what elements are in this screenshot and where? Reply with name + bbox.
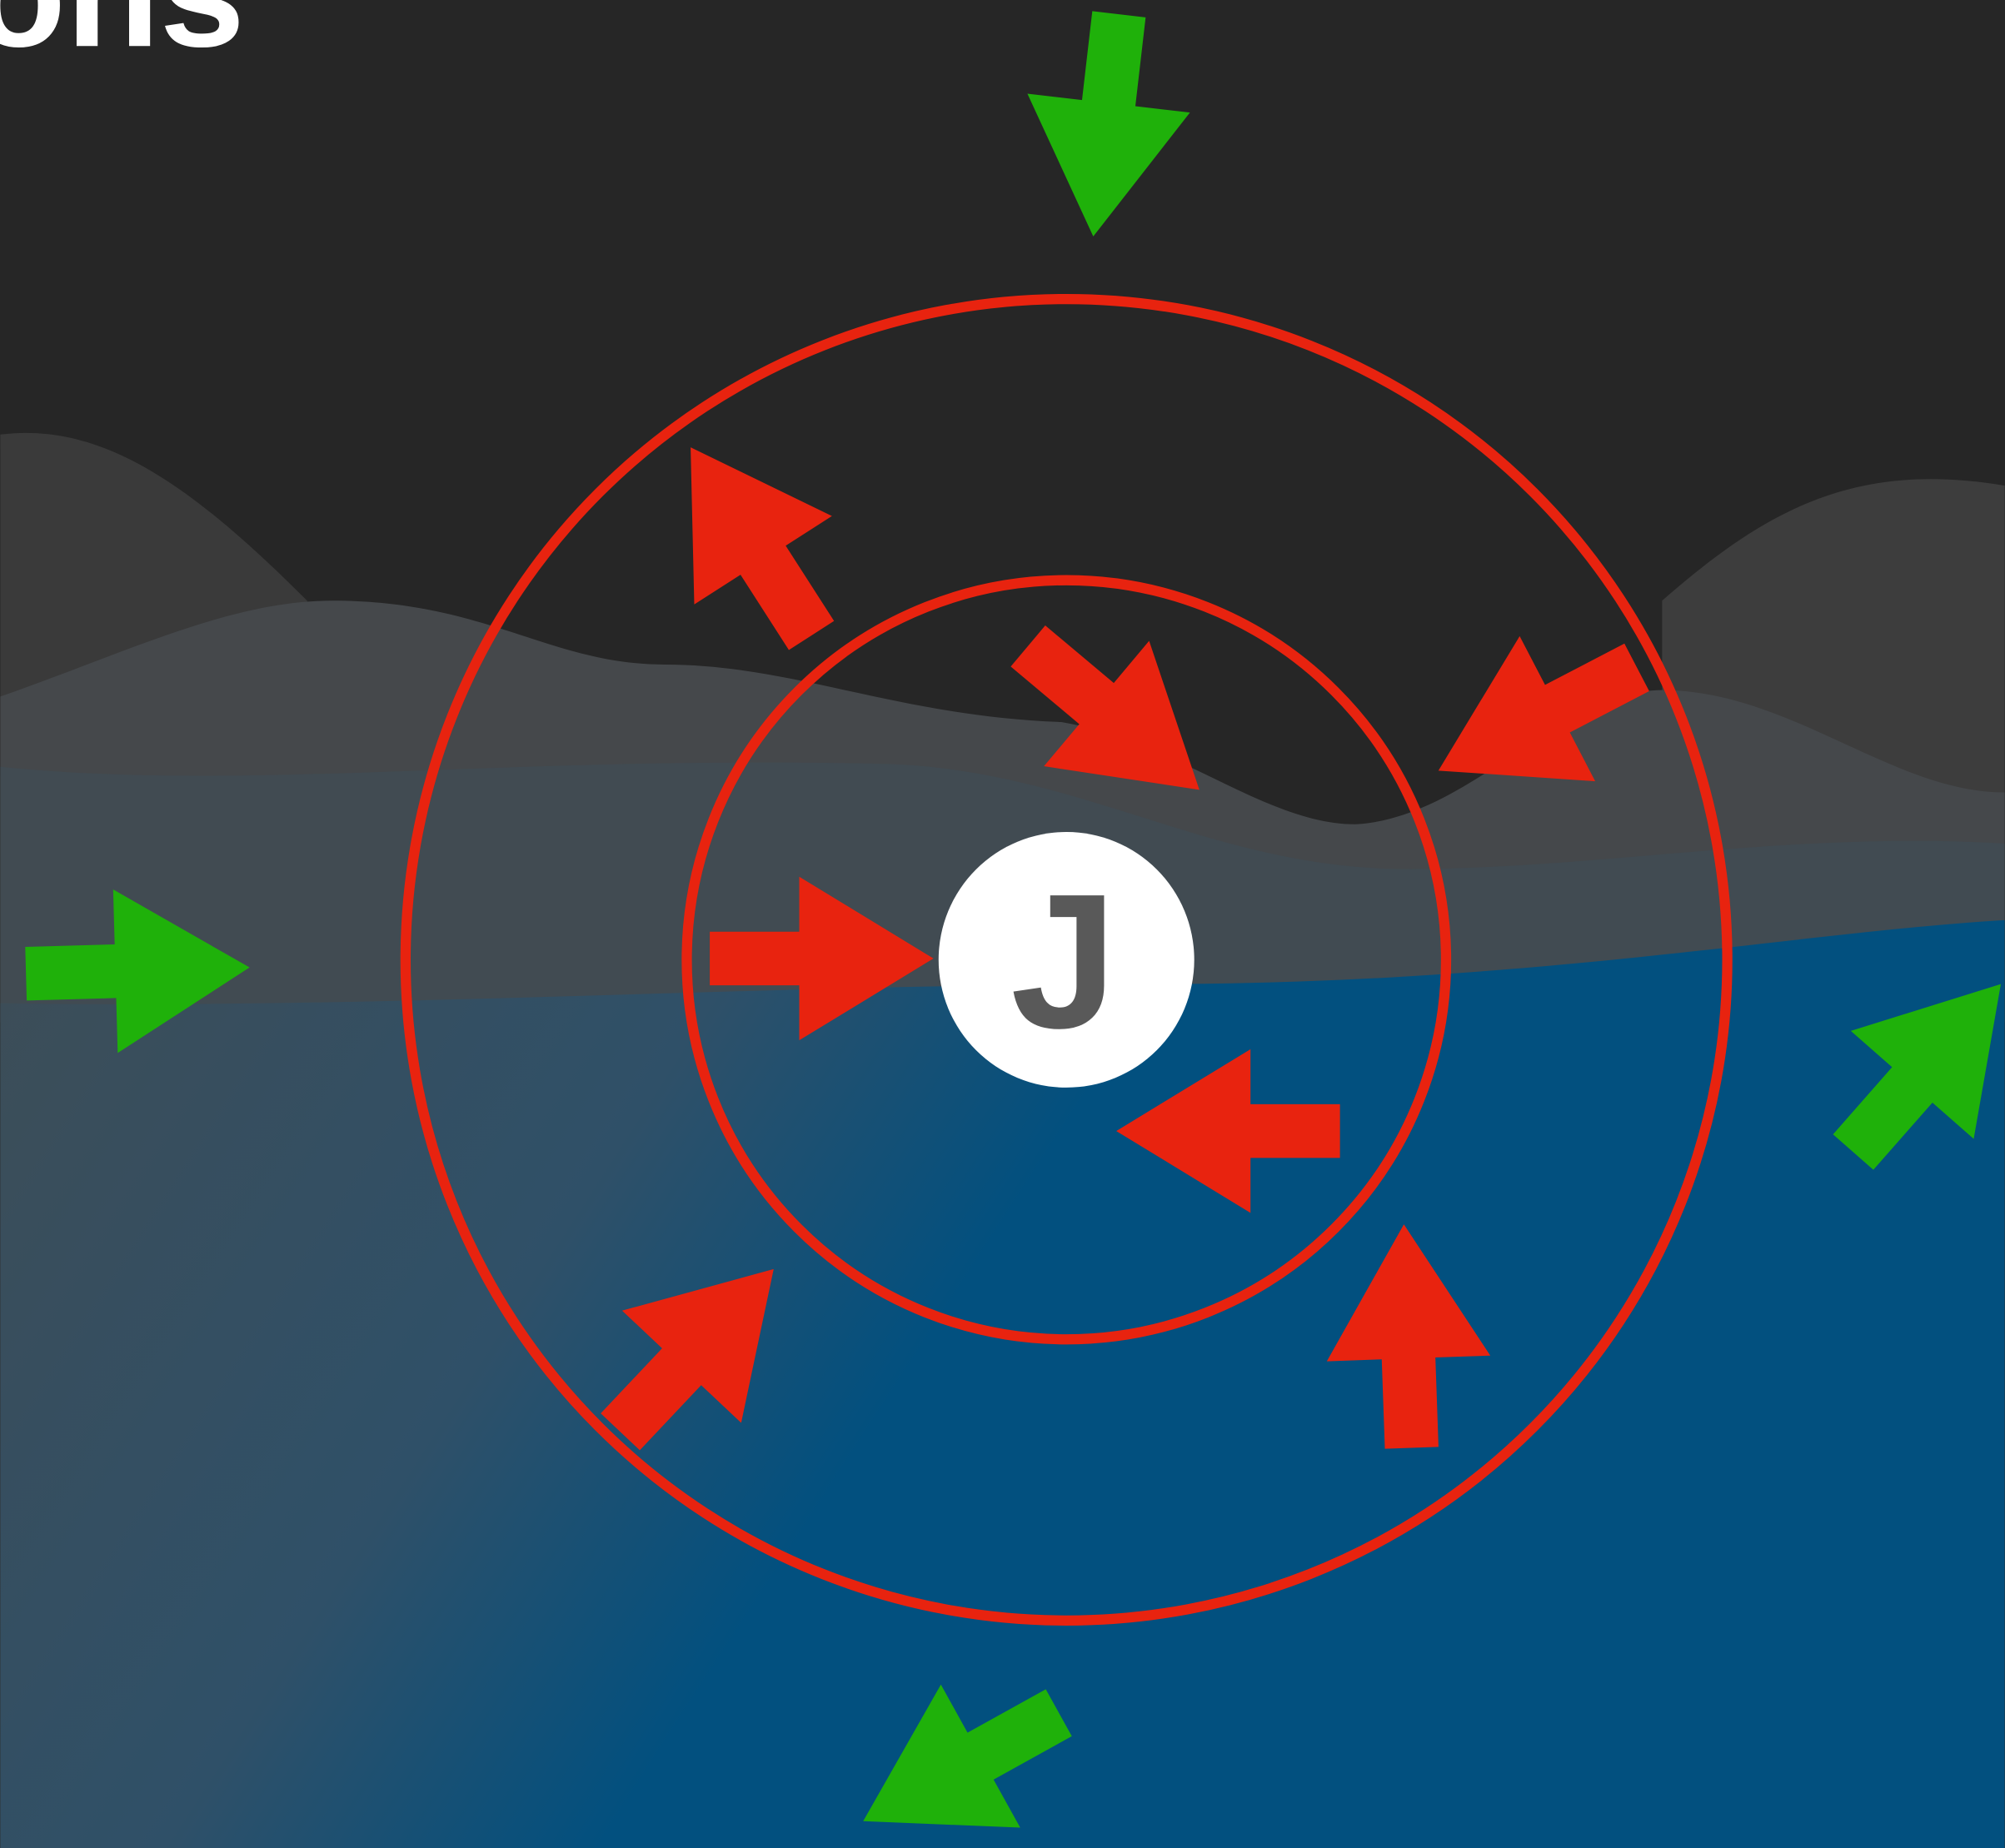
screen: ons J	[0, 0, 2005, 1848]
avatar-initial: J	[1010, 854, 1117, 1068]
page-title: ons	[0, 0, 245, 79]
page: {"header": {"title": "ons"}, "avatar": {…	[0, 0, 2005, 1848]
